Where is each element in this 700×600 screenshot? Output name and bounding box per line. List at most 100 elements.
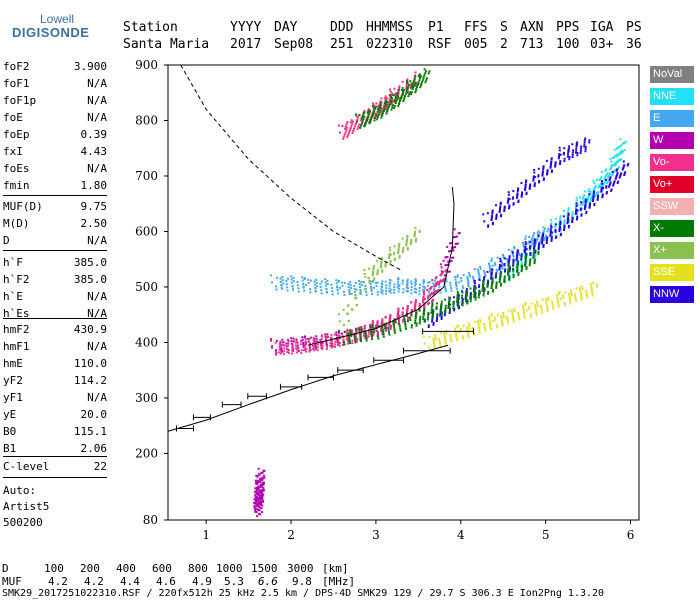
- echo-point: [351, 329, 354, 332]
- echo-point: [611, 170, 614, 173]
- echo-point: [367, 108, 370, 111]
- echo-point: [355, 288, 358, 291]
- echo-point: [426, 318, 429, 321]
- header-label: DDD: [330, 20, 354, 35]
- echo-point: [443, 333, 446, 336]
- echo-point: [351, 132, 354, 135]
- echo-point: [537, 251, 540, 254]
- echo-point: [491, 223, 494, 226]
- echo-point: [600, 176, 603, 179]
- echo-point: [428, 70, 431, 73]
- param-row: h`F 385.0: [3, 256, 107, 272]
- echo-point: [594, 193, 597, 196]
- echo-point: [445, 280, 448, 283]
- echo-point: [566, 219, 569, 222]
- echo-point: [598, 179, 601, 182]
- echo-point: [294, 347, 297, 350]
- echo-point: [534, 254, 537, 257]
- echo-point: [319, 285, 322, 288]
- echo-point: [384, 262, 387, 265]
- echo-point: [563, 147, 566, 150]
- echo-point: [405, 286, 408, 289]
- echo-point: [422, 311, 425, 314]
- echo-point: [462, 274, 465, 277]
- echo-point: [431, 302, 434, 305]
- echo-point: [583, 194, 586, 197]
- echo-point: [473, 295, 476, 298]
- echo-point: [546, 169, 549, 172]
- echo-point: [285, 345, 288, 348]
- echo-point: [335, 282, 338, 285]
- echo-point: [410, 86, 413, 89]
- echo-point: [376, 333, 379, 336]
- echo-point: [491, 214, 494, 217]
- param-name: fxI: [3, 145, 23, 158]
- echo-point: [260, 507, 263, 510]
- echo-point: [456, 294, 459, 297]
- echo-point: [580, 201, 583, 204]
- echo-point: [393, 107, 396, 110]
- echo-point: [618, 176, 621, 179]
- echo-point: [415, 237, 418, 240]
- echo-point: [584, 145, 587, 148]
- echo-point: [262, 493, 265, 496]
- header-value: 005: [464, 37, 488, 52]
- echo-point: [275, 350, 278, 353]
- echo-point: [364, 275, 367, 278]
- echo-point: [312, 342, 315, 345]
- echo-point: [444, 256, 447, 259]
- echo-point: [383, 107, 386, 110]
- echo-point: [559, 234, 562, 237]
- param-value: N/A: [87, 307, 107, 320]
- echo-point: [498, 277, 501, 280]
- echo-point: [496, 326, 499, 329]
- echo-point: [382, 335, 385, 338]
- echo-point: [442, 279, 445, 282]
- echo-point: [601, 170, 604, 173]
- echo-point: [349, 121, 352, 124]
- echo-point: [342, 340, 345, 343]
- echo-point: [287, 277, 290, 280]
- echo-point: [372, 271, 375, 274]
- echo-point: [537, 167, 540, 170]
- echo-point: [493, 316, 496, 319]
- echo-point: [363, 332, 366, 335]
- echo-point: [576, 209, 579, 212]
- echo-point: [551, 169, 554, 172]
- echo-point: [421, 79, 424, 82]
- echo-point: [450, 249, 453, 252]
- echo-point: [586, 199, 589, 202]
- echo-point: [253, 498, 256, 501]
- param-name: yF1: [3, 391, 23, 404]
- echo-point: [406, 320, 409, 323]
- echo-point: [558, 225, 561, 228]
- echo-point: [541, 173, 544, 176]
- echo-point: [397, 287, 400, 290]
- echo-point: [419, 75, 422, 78]
- echo-point: [563, 224, 566, 227]
- echo-point: [532, 251, 535, 254]
- echo-point: [562, 151, 565, 154]
- header-label: YYYY: [230, 20, 262, 35]
- echo-point: [325, 287, 328, 290]
- param-value: 385.0: [73, 256, 107, 269]
- echo-point: [398, 325, 401, 328]
- echo-point: [413, 232, 416, 235]
- echo-point: [558, 224, 561, 227]
- echo-point: [354, 340, 357, 343]
- param-row: h`Es N/A: [3, 307, 107, 323]
- echo-point: [601, 196, 604, 199]
- echo-point: [513, 310, 516, 313]
- echo-point: [387, 108, 390, 111]
- echo-point: [270, 274, 273, 277]
- echo-point: [559, 153, 562, 156]
- echo-point: [456, 292, 459, 295]
- echo-point: [301, 276, 304, 279]
- echo-point: [363, 268, 366, 271]
- echo-point: [295, 338, 298, 341]
- echo-point: [461, 302, 464, 305]
- echo-point: [405, 315, 408, 318]
- echo-point: [371, 319, 374, 322]
- echo-point: [275, 285, 278, 288]
- echo-point: [483, 325, 486, 328]
